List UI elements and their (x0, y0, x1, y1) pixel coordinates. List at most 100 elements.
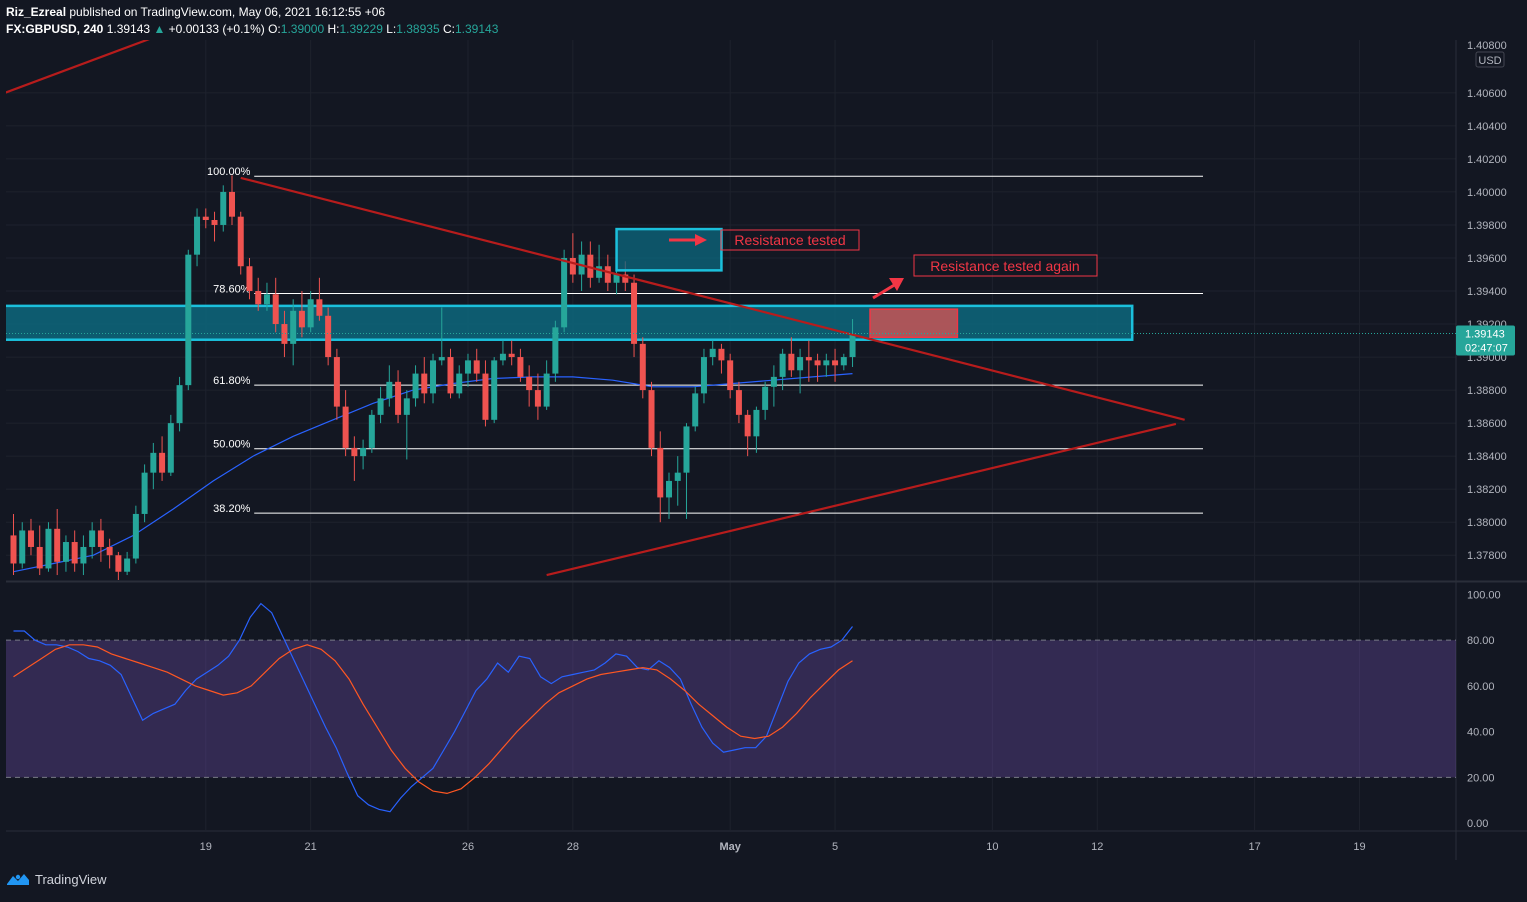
candle-body (412, 373, 419, 399)
candle-body (648, 390, 655, 448)
countdown-label: 02:47:07 (1465, 342, 1508, 354)
candle-body (421, 373, 428, 394)
fib-level-label: 38.20% (213, 503, 251, 515)
time-axis-tick: 19 (1353, 841, 1365, 853)
trendline (6, 40, 150, 94)
candles (10, 175, 856, 580)
stochastic-band (6, 639, 1456, 778)
resistance-test-box-1 (615, 227, 723, 272)
up-triangle-icon: ▲ (153, 22, 166, 36)
candle-body (272, 294, 279, 325)
trendline (546, 422, 1177, 577)
author-name[interactable]: Riz_Ezreal (6, 5, 67, 19)
symbol-label[interactable]: FX:GBPUSD, 240 (6, 22, 104, 36)
stochastic-axis-tick: 80.00 (1467, 635, 1495, 647)
candle-body (290, 310, 297, 344)
candle-body (814, 360, 821, 366)
candle-body (316, 299, 323, 316)
time-axis-tick: 12 (1091, 841, 1103, 853)
open-label: O: (268, 22, 281, 36)
candle-body (587, 254, 594, 278)
annotation-label-2: Resistance tested again (930, 258, 1079, 274)
price-axis-tick: 1.38400 (1467, 451, 1507, 463)
time-axis-tick: 5 (832, 841, 838, 853)
candle-body (229, 191, 235, 217)
candle-body (115, 555, 122, 572)
candle-body (403, 398, 410, 415)
annotation-label-box-2 (913, 254, 1098, 277)
trendlines (6, 40, 1185, 577)
current-price-badge (1456, 325, 1515, 356)
candle-body (683, 426, 690, 473)
candle-body (141, 472, 148, 514)
publish-info: published on TradingView.com, May 06, 20… (69, 5, 386, 19)
candle-body (10, 535, 17, 564)
candle-body (543, 373, 550, 407)
price-axis-tick: 1.38000 (1467, 517, 1507, 529)
price-axis-tick: 1.38200 (1467, 484, 1507, 496)
candle-body (325, 315, 332, 358)
candle-body (54, 528, 61, 562)
candle-body (167, 423, 174, 473)
fib-level-label: 78.60% (213, 283, 251, 295)
candle-body (36, 546, 43, 569)
price-axis-tick: 1.40000 (1467, 187, 1507, 199)
candle-body (447, 357, 454, 394)
footer-brand-label: TradingView (35, 871, 107, 887)
high-value: 1.39229 (339, 22, 383, 36)
candle-body (770, 376, 777, 387)
stochastic-axis-tick: 0.00 (1467, 818, 1488, 830)
price-axis-tick: 1.40400 (1467, 121, 1507, 133)
candle-body (639, 343, 646, 391)
candle-body (526, 376, 533, 391)
candle-body (263, 294, 270, 305)
publish-line: Riz_Ezreal published on TradingView.com,… (6, 4, 1447, 20)
candle-body (700, 357, 707, 394)
high-label: H: (327, 22, 340, 36)
candle-body (517, 357, 524, 377)
candle-body (797, 357, 804, 371)
stochastic-axis-tick: 60.00 (1467, 681, 1495, 693)
resistance-test-box-2 (869, 308, 959, 338)
candle-body (674, 472, 681, 481)
candle-body (89, 530, 96, 547)
stochastic-lines (13, 602, 853, 813)
low-value: 1.38935 (396, 22, 440, 36)
open-value: 1.39000 (280, 22, 325, 36)
trendline (240, 176, 1185, 421)
close-label: C: (442, 22, 455, 36)
candle-body (788, 353, 795, 371)
stochastic-axis-tick: 40.00 (1467, 727, 1495, 739)
current-price-label: 1.39143 (1465, 328, 1505, 340)
time-axis-tick: 10 (986, 841, 998, 853)
candle-body (735, 390, 742, 415)
candle-body (246, 266, 253, 292)
time-axis-tick: 19 (200, 841, 212, 853)
candle-body (97, 530, 104, 547)
candle-body (456, 373, 463, 394)
candle-body (386, 381, 393, 399)
price-axis-tick: 1.37800 (1467, 550, 1507, 562)
price-change: +0.00133 (+0.1%) (168, 22, 265, 36)
candle-body (561, 257, 568, 328)
close-value: 1.39143 (454, 22, 499, 36)
candle-body (80, 546, 87, 564)
candle-body (360, 447, 367, 457)
currency-label: USD (1478, 55, 1501, 67)
candle-body (622, 274, 629, 283)
time-axis-tick: 17 (1248, 841, 1260, 853)
candle-body (351, 447, 358, 457)
candle-body (666, 480, 672, 498)
price-axis-tick: 1.39600 (1467, 253, 1507, 265)
candle-body (805, 357, 812, 361)
time-axis-tick: 26 (462, 841, 474, 853)
candle-body (211, 220, 218, 225)
candle-body (849, 333, 856, 358)
candle-body (395, 381, 402, 415)
arrow-head-icon (695, 234, 707, 246)
price-axis-tick: 1.40200 (1467, 154, 1507, 166)
footer-brand[interactable]: TradingView (6, 869, 107, 889)
moving-average-line (13, 373, 853, 573)
